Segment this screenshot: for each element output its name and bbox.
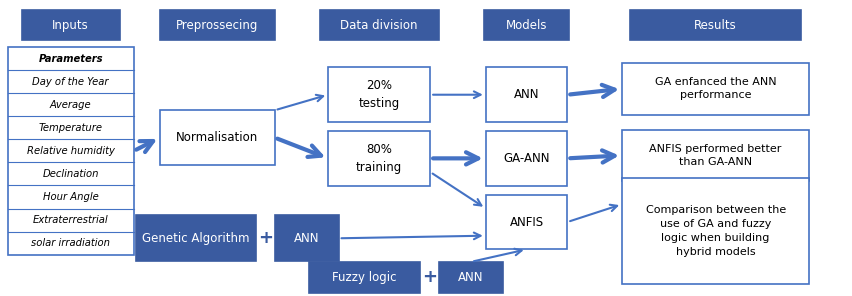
Text: Relative humidity: Relative humidity xyxy=(26,146,115,156)
Text: ANN: ANN xyxy=(514,88,539,101)
Text: GA enfanced the ANN
performance: GA enfanced the ANN performance xyxy=(655,77,776,100)
FancyBboxPatch shape xyxy=(622,63,809,115)
FancyBboxPatch shape xyxy=(309,262,420,293)
FancyBboxPatch shape xyxy=(486,131,567,186)
FancyBboxPatch shape xyxy=(484,10,569,40)
Text: +: + xyxy=(257,229,273,247)
Text: +: + xyxy=(422,268,437,286)
FancyBboxPatch shape xyxy=(622,130,809,181)
Text: Inputs: Inputs xyxy=(52,19,89,32)
Text: ANFIS performed better
than GA-ANN: ANFIS performed better than GA-ANN xyxy=(649,144,782,167)
Text: Normalisation: Normalisation xyxy=(176,131,258,144)
Text: ANN: ANN xyxy=(294,232,320,245)
FancyBboxPatch shape xyxy=(486,67,567,122)
FancyBboxPatch shape xyxy=(328,67,430,122)
FancyBboxPatch shape xyxy=(486,195,567,249)
Text: Results: Results xyxy=(694,19,737,32)
FancyBboxPatch shape xyxy=(22,10,119,40)
Text: GA-ANN: GA-ANN xyxy=(504,152,550,165)
Text: ANN: ANN xyxy=(458,271,484,284)
FancyBboxPatch shape xyxy=(274,215,339,261)
Text: 20%
testing: 20% testing xyxy=(359,79,400,110)
Text: Preprossecing: Preprossecing xyxy=(176,19,258,32)
Text: ANFIS: ANFIS xyxy=(509,215,544,229)
Text: Average: Average xyxy=(50,100,91,110)
FancyBboxPatch shape xyxy=(328,131,430,186)
Text: Declination: Declination xyxy=(43,169,99,179)
Text: Temperature: Temperature xyxy=(38,123,103,133)
Text: Models: Models xyxy=(506,19,547,32)
FancyBboxPatch shape xyxy=(160,110,274,165)
Text: Comparison between the
use of GA and fuzzy
logic when building
hybrid models: Comparison between the use of GA and fuz… xyxy=(646,205,786,257)
FancyBboxPatch shape xyxy=(440,262,503,293)
FancyBboxPatch shape xyxy=(136,215,256,261)
Text: solar irradiation: solar irradiation xyxy=(32,238,110,248)
Text: Parameters: Parameters xyxy=(38,54,103,64)
FancyBboxPatch shape xyxy=(160,10,274,40)
Text: Genetic Algorithm: Genetic Algorithm xyxy=(142,232,250,245)
Text: Extraterrestrial: Extraterrestrial xyxy=(33,215,108,225)
FancyBboxPatch shape xyxy=(8,47,134,255)
Text: Fuzzy logic: Fuzzy logic xyxy=(332,271,397,284)
FancyBboxPatch shape xyxy=(622,178,809,284)
Text: 80%
training: 80% training xyxy=(356,143,402,174)
Text: Data division: Data division xyxy=(341,19,417,32)
FancyBboxPatch shape xyxy=(320,10,439,40)
Text: Day of the Year: Day of the Year xyxy=(32,77,109,87)
Text: Hour Angle: Hour Angle xyxy=(43,192,99,202)
FancyBboxPatch shape xyxy=(630,10,801,40)
